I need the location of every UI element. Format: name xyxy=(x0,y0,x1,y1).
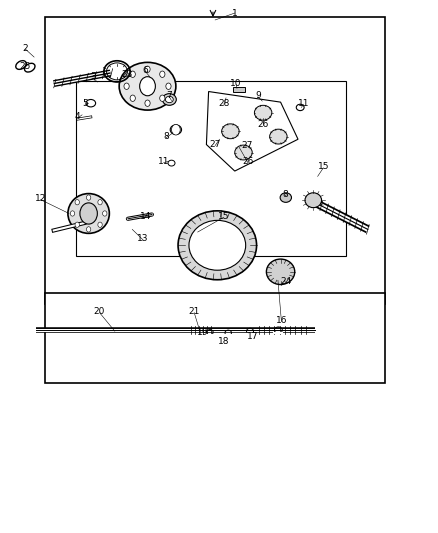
Ellipse shape xyxy=(188,220,245,270)
Text: 2: 2 xyxy=(22,44,28,53)
Text: 7: 7 xyxy=(166,91,172,100)
Circle shape xyxy=(70,211,74,216)
Circle shape xyxy=(98,222,102,228)
Text: 8: 8 xyxy=(163,132,169,141)
Circle shape xyxy=(86,227,91,232)
Circle shape xyxy=(145,100,150,107)
FancyBboxPatch shape xyxy=(75,81,345,256)
FancyBboxPatch shape xyxy=(45,17,385,304)
Circle shape xyxy=(166,83,171,90)
Text: 20: 20 xyxy=(94,307,105,316)
Ellipse shape xyxy=(254,106,271,120)
Text: 9: 9 xyxy=(254,91,260,100)
Ellipse shape xyxy=(221,124,239,139)
Ellipse shape xyxy=(165,96,173,103)
Circle shape xyxy=(145,66,150,72)
Circle shape xyxy=(159,95,165,101)
Text: 5: 5 xyxy=(82,99,88,108)
Text: 13: 13 xyxy=(137,235,148,244)
Text: 24: 24 xyxy=(279,277,291,286)
Text: 11: 11 xyxy=(158,157,169,166)
Text: 8: 8 xyxy=(282,190,287,199)
Ellipse shape xyxy=(269,129,286,144)
Text: 10: 10 xyxy=(230,79,241,88)
FancyBboxPatch shape xyxy=(45,293,385,383)
Text: 23: 23 xyxy=(121,70,132,79)
Circle shape xyxy=(139,77,155,96)
Circle shape xyxy=(159,71,165,77)
Text: 26: 26 xyxy=(257,120,268,129)
Ellipse shape xyxy=(279,193,291,203)
Ellipse shape xyxy=(170,125,181,134)
Text: 12: 12 xyxy=(35,194,46,203)
Circle shape xyxy=(86,195,91,200)
Ellipse shape xyxy=(162,94,176,106)
Text: 14: 14 xyxy=(139,212,151,221)
Text: 19: 19 xyxy=(197,328,208,337)
Ellipse shape xyxy=(68,193,109,233)
Text: 15: 15 xyxy=(317,163,328,171)
Circle shape xyxy=(98,199,102,205)
Text: 18: 18 xyxy=(218,337,229,346)
Text: 26: 26 xyxy=(242,157,253,166)
Ellipse shape xyxy=(266,259,294,285)
Ellipse shape xyxy=(234,145,252,160)
Circle shape xyxy=(130,71,135,77)
Ellipse shape xyxy=(304,193,321,208)
Circle shape xyxy=(75,222,79,228)
Text: 15: 15 xyxy=(218,212,229,221)
Text: 27: 27 xyxy=(241,141,252,150)
Circle shape xyxy=(124,83,129,90)
Text: 16: 16 xyxy=(275,316,286,325)
Text: 6: 6 xyxy=(142,66,148,75)
Text: 1: 1 xyxy=(231,9,237,18)
Circle shape xyxy=(80,203,97,224)
Circle shape xyxy=(75,199,79,205)
Text: 3: 3 xyxy=(90,72,95,81)
Text: 11: 11 xyxy=(297,99,308,108)
Circle shape xyxy=(171,124,180,135)
Text: 28: 28 xyxy=(218,99,229,108)
Bar xyxy=(232,87,244,92)
Text: 27: 27 xyxy=(209,140,220,149)
Circle shape xyxy=(130,95,135,101)
Circle shape xyxy=(102,211,107,216)
Text: 25: 25 xyxy=(20,62,31,70)
Text: 21: 21 xyxy=(188,307,199,316)
Ellipse shape xyxy=(178,211,256,280)
Ellipse shape xyxy=(119,62,176,110)
Text: 4: 4 xyxy=(75,112,80,122)
Text: 17: 17 xyxy=(246,332,258,341)
